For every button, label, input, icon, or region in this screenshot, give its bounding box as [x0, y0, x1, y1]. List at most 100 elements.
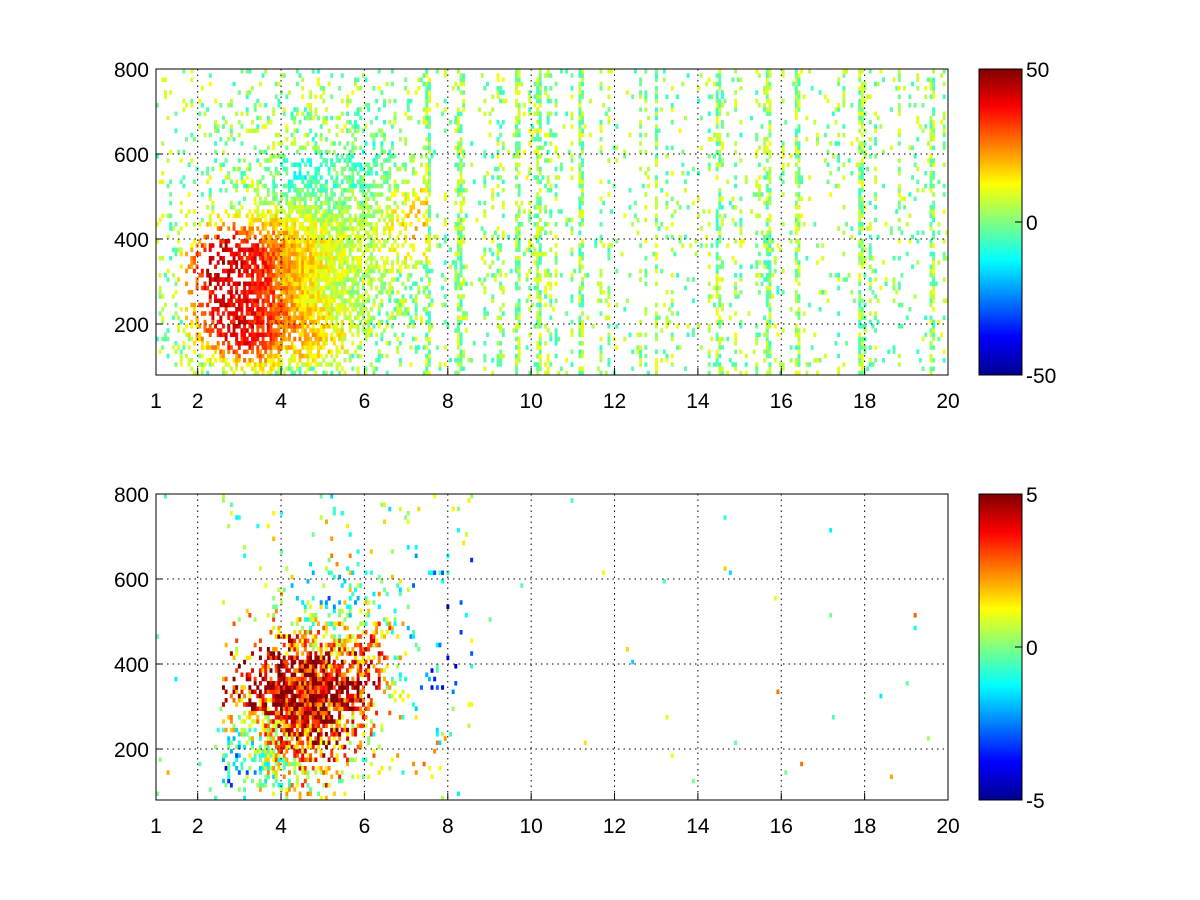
heatmap-cell: [295, 188, 299, 193]
heatmap-cell: [765, 345, 769, 350]
heatmap-cell: [343, 222, 347, 227]
heatmap-cell: [322, 226, 326, 231]
heatmap-cell: [544, 183, 548, 189]
heatmap-cell: [383, 264, 386, 270]
heatmap-cell: [361, 328, 365, 333]
heatmap-cell: [425, 98, 429, 104]
heatmap-cell: [654, 268, 658, 274]
heatmap-cell: [578, 370, 582, 375]
heatmap-cell: [533, 260, 537, 265]
heatmap-cell: [298, 273, 302, 278]
heatmap-cell: [375, 294, 379, 299]
heatmap-cell: [734, 205, 738, 210]
heatmap-cell: [499, 90, 503, 95]
heatmap-cell: [536, 137, 540, 142]
heatmap-cell: [303, 277, 307, 282]
heatmap-cell: [443, 319, 447, 325]
heatmap-cell: [499, 86, 503, 91]
heatmap-cell: [533, 324, 537, 329]
heatmap-cell: [298, 353, 302, 359]
heatmap-cell: [348, 226, 352, 231]
heatmap-cell: [327, 222, 331, 227]
heatmap-cell: [768, 124, 772, 129]
heatmap-cell: [288, 239, 291, 244]
heatmap-cell: [375, 226, 379, 231]
heatmap-cell: [554, 336, 558, 342]
heatmap-cell: [765, 171, 769, 176]
heatmap-cell: [324, 285, 328, 291]
heatmap-cell: [380, 162, 384, 168]
heatmap-cell: [261, 341, 265, 346]
heatmap-cell: [412, 324, 416, 329]
heatmap-cell: [266, 230, 270, 236]
heatmap-cell: [332, 307, 336, 312]
heatmap-cell: [536, 319, 540, 325]
heatmap-cell: [720, 124, 724, 129]
heatmap-cell: [211, 256, 215, 261]
heatmap-cell: [459, 217, 463, 223]
heatmap-cell: [311, 285, 315, 291]
heatmap-cell: [282, 183, 286, 189]
heatmap-cell: [290, 328, 294, 333]
heatmap-cell: [269, 281, 273, 287]
heatmap-cell: [794, 171, 798, 176]
heatmap-cell: [285, 277, 289, 282]
heatmap-cell: [860, 315, 864, 321]
heatmap-cell: [309, 341, 313, 346]
heatmap-cell: [251, 324, 254, 329]
heatmap-cell: [161, 315, 165, 321]
heatmap-cell: [800, 213, 804, 219]
heatmap-cell: [335, 366, 339, 372]
heatmap-cell: [248, 345, 252, 350]
heatmap-cell: [369, 166, 373, 172]
heatmap-cell: [858, 141, 862, 146]
heatmap-cell: [715, 273, 719, 278]
heatmap-cell: [427, 290, 431, 295]
heatmap-cell: [805, 370, 809, 375]
heatmap-cell: [462, 162, 466, 168]
heatmap-cell: [654, 362, 658, 367]
heatmap-cell: [298, 120, 302, 125]
heatmap-cell: [274, 243, 278, 248]
heatmap-cell: [258, 324, 262, 329]
heatmap-cell: [718, 141, 722, 146]
heatmap-cell: [765, 188, 769, 193]
heatmap-cell: [285, 256, 289, 261]
heatmap-cell: [375, 200, 379, 206]
heatmap-cell: [301, 311, 305, 316]
heatmap-cell: [237, 324, 241, 329]
heatmap-cell: [303, 260, 307, 265]
heatmap-cell: [338, 336, 342, 342]
heatmap-cell: [332, 315, 336, 321]
heatmap-cell: [317, 332, 320, 338]
heatmap-cell: [736, 77, 740, 83]
heatmap-cell: [356, 162, 360, 168]
heatmap-cell: [639, 132, 643, 138]
heatmap-cell: [739, 273, 743, 278]
heatmap-cell: [578, 328, 582, 333]
heatmap-cell: [179, 307, 183, 312]
heatmap-cell: [385, 171, 389, 176]
heatmap-cell: [251, 128, 254, 134]
heatmap-cell: [272, 332, 276, 338]
heatmap-cell: [765, 234, 769, 240]
heatmap-cell: [185, 213, 188, 219]
heatmap-cell: [309, 243, 313, 248]
heatmap-cell: [311, 256, 315, 261]
heatmap-cell: [301, 239, 305, 244]
heatmap-cell: [554, 273, 558, 278]
heatmap-cell: [375, 332, 379, 338]
heatmap-cell: [483, 277, 487, 282]
heatmap-cell: [272, 302, 276, 308]
heatmap-cell: [319, 328, 323, 333]
heatmap-cell: [258, 285, 262, 291]
heatmap-cell: [499, 315, 503, 321]
heatmap-cell: [768, 370, 772, 375]
heatmap-cell: [734, 285, 738, 291]
heatmap-cell: [356, 273, 360, 278]
heatmap-cell: [340, 98, 344, 104]
heatmap-cell: [264, 226, 268, 231]
heatmap-cell: [425, 94, 429, 100]
heatmap-cell: [797, 77, 801, 83]
heatmap-cell: [581, 73, 584, 78]
